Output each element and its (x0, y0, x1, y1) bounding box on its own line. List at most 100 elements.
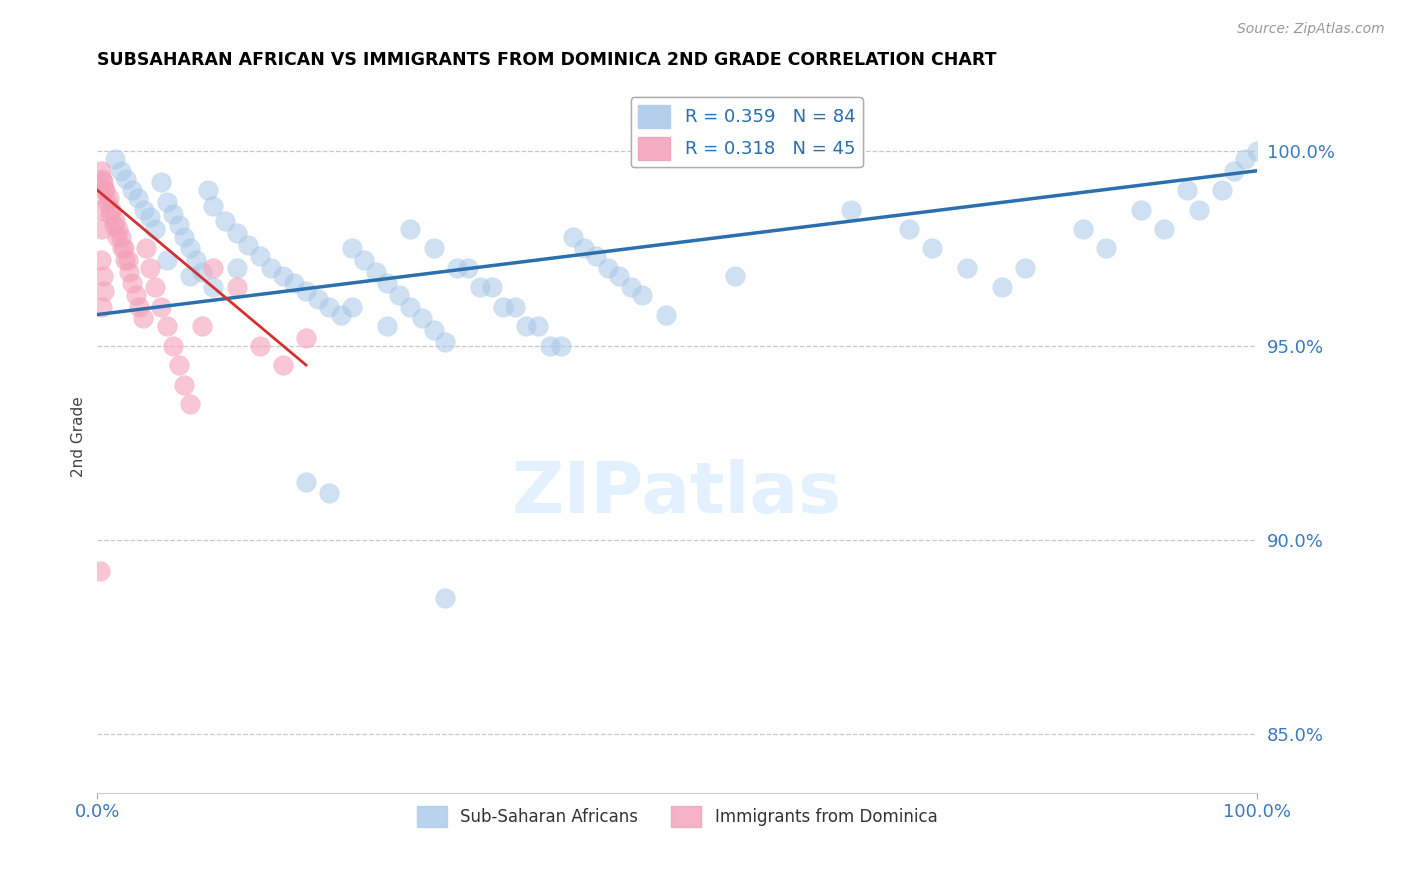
Point (1211, 183, 1233, 197)
Point (97, 191, 120, 205)
Point (89, 202, 111, 217)
Point (214, 214, 236, 228)
Point (143, 222, 166, 236)
Point (468, 280, 491, 294)
Point (179, 268, 201, 283)
Point (260, 260, 283, 275)
Point (94, 183, 117, 197)
Point (318, 300, 340, 314)
Point (225, 226, 247, 240)
Point (202, 280, 225, 294)
Point (422, 323, 444, 337)
Text: SUBSAHARAN AFRICAN VS IMMIGRANTS FROM DOMINICA 2ND GRADE CORRELATION CHART: SUBSAHARAN AFRICAN VS IMMIGRANTS FROM DO… (97, 51, 997, 69)
Point (654, 308, 676, 322)
Point (91, 300, 114, 314)
Point (91, 268, 114, 283)
Point (295, 475, 318, 489)
Point (121, 277, 143, 291)
Point (434, 334, 457, 349)
Point (121, 183, 143, 197)
Point (90, 163, 112, 178)
Point (492, 300, 515, 314)
Point (179, 242, 201, 256)
Point (104, 152, 127, 166)
Point (167, 218, 190, 232)
Point (184, 253, 207, 268)
Point (90, 253, 112, 268)
Point (631, 288, 654, 302)
Point (127, 191, 149, 205)
Point (93, 285, 115, 299)
Point (1153, 222, 1175, 236)
Point (179, 397, 201, 411)
Point (898, 222, 921, 236)
Point (527, 319, 550, 334)
Point (167, 358, 190, 372)
Point (1188, 202, 1211, 217)
Point (620, 280, 643, 294)
Point (114, 253, 136, 268)
Point (190, 265, 212, 279)
Point (388, 288, 411, 302)
Point (375, 277, 398, 291)
Point (318, 486, 340, 500)
Point (1130, 202, 1153, 217)
Point (607, 268, 630, 283)
Point (91, 171, 114, 186)
Point (457, 260, 479, 275)
Point (399, 300, 422, 314)
Point (1223, 163, 1246, 178)
Point (329, 308, 352, 322)
Point (561, 229, 583, 244)
Text: Source: ZipAtlas.com: Source: ZipAtlas.com (1237, 22, 1385, 37)
Point (131, 311, 153, 326)
Point (132, 202, 155, 217)
Point (515, 319, 537, 334)
Point (103, 218, 125, 232)
Point (550, 339, 572, 353)
Point (1014, 260, 1036, 275)
Point (342, 242, 364, 256)
Point (1234, 152, 1257, 166)
Point (150, 175, 173, 189)
Point (342, 300, 364, 314)
Point (107, 222, 129, 236)
Point (446, 260, 468, 275)
Point (921, 242, 943, 256)
Point (225, 280, 247, 294)
Point (538, 339, 561, 353)
Point (110, 163, 132, 178)
Point (295, 285, 318, 299)
Text: ZIPatlas: ZIPatlas (512, 459, 842, 528)
Point (104, 214, 127, 228)
Point (503, 300, 526, 314)
Point (143, 280, 166, 294)
Point (956, 260, 979, 275)
Point (117, 253, 139, 268)
Point (271, 268, 294, 283)
Point (364, 265, 387, 279)
Point (1071, 222, 1094, 236)
Point (307, 292, 329, 306)
Point (135, 242, 157, 256)
Point (1177, 183, 1199, 197)
Point (839, 202, 862, 217)
Point (150, 300, 173, 314)
Point (138, 211, 160, 225)
Point (225, 260, 247, 275)
Point (399, 222, 422, 236)
Point (93, 183, 115, 197)
Point (124, 288, 146, 302)
Point (411, 311, 433, 326)
Point (481, 280, 503, 294)
Point (91, 175, 114, 189)
Point (89, 564, 111, 578)
Point (202, 260, 225, 275)
Point (295, 331, 318, 345)
Point (585, 249, 607, 263)
Point (112, 242, 135, 256)
Point (100, 202, 122, 217)
Point (156, 319, 179, 334)
Point (249, 339, 271, 353)
Point (118, 265, 141, 279)
